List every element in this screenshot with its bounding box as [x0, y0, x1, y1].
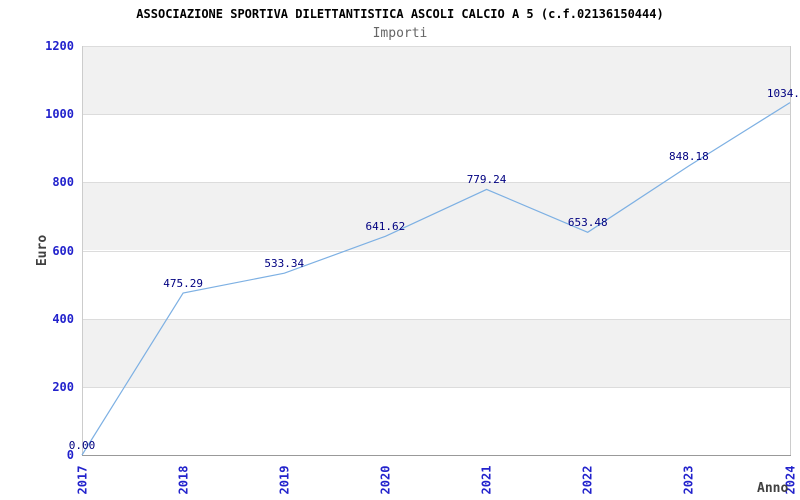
- gridline: [82, 319, 790, 320]
- x-tick-label: 2017: [72, 458, 92, 500]
- y-axis-title: Euro: [35, 234, 51, 267]
- plot-border-left: [82, 46, 83, 455]
- y-tick-label: 200: [52, 379, 74, 394]
- y-axis-title-wrap: Euro: [34, 46, 52, 455]
- x-tick-text: 2021: [479, 465, 494, 495]
- point-label: 475.29: [163, 277, 204, 290]
- x-tick-label: 2023: [679, 458, 699, 500]
- x-tick-text: 2018: [176, 465, 191, 495]
- x-tick-text: 2020: [378, 465, 393, 495]
- series-polyline: [81, 102, 791, 456]
- gridline: [82, 251, 790, 252]
- point-label: 533.34: [264, 257, 305, 271]
- x-tick-label: 2019: [274, 458, 294, 500]
- point-label: 0.00: [68, 439, 96, 452]
- y-tick-label: 400: [52, 311, 74, 326]
- x-tick-label: 2020: [375, 458, 395, 500]
- point-label: 653.48: [567, 216, 608, 230]
- x-tick-text: 2019: [277, 465, 292, 495]
- y-tick-label: 800: [52, 175, 74, 190]
- plot-band: [82, 386, 790, 455]
- x-tick-text: 2017: [75, 465, 89, 495]
- plot-band: [82, 182, 790, 251]
- x-tick-text: 2022: [580, 465, 595, 495]
- plot-border-right: [790, 46, 791, 455]
- x-tick-label: 2018: [173, 458, 193, 500]
- point-label: 641.62: [365, 220, 406, 234]
- y-tick-label: 1200: [45, 39, 74, 53]
- point-label: 779.24: [466, 173, 507, 187]
- gridline: [82, 387, 790, 388]
- plot-band: [82, 46, 790, 115]
- chart-subtitle: Importi: [372, 26, 428, 41]
- point-label: 848.18: [668, 149, 709, 163]
- x-axis-title: Anno: [757, 481, 789, 496]
- chart-title: ASSOCIAZIONE SPORTIVA DILETTANTISTICA AS…: [136, 7, 664, 21]
- x-tick-label: 2022: [578, 458, 598, 500]
- gridline: [82, 114, 790, 115]
- x-axis-line: [82, 455, 791, 456]
- gridline: [82, 46, 790, 47]
- gridline: [82, 182, 790, 183]
- plot-band: [82, 114, 790, 183]
- point-label: 1034.00: [766, 86, 800, 100]
- y-tick-label: 0: [66, 448, 74, 462]
- plot-band: [82, 250, 790, 319]
- plot-band: [82, 318, 790, 387]
- x-tick-text: 2023: [681, 465, 696, 495]
- y-tick-label: 1000: [45, 107, 74, 122]
- y-tick-label: 600: [52, 243, 74, 258]
- x-tick-label: 2021: [477, 458, 497, 500]
